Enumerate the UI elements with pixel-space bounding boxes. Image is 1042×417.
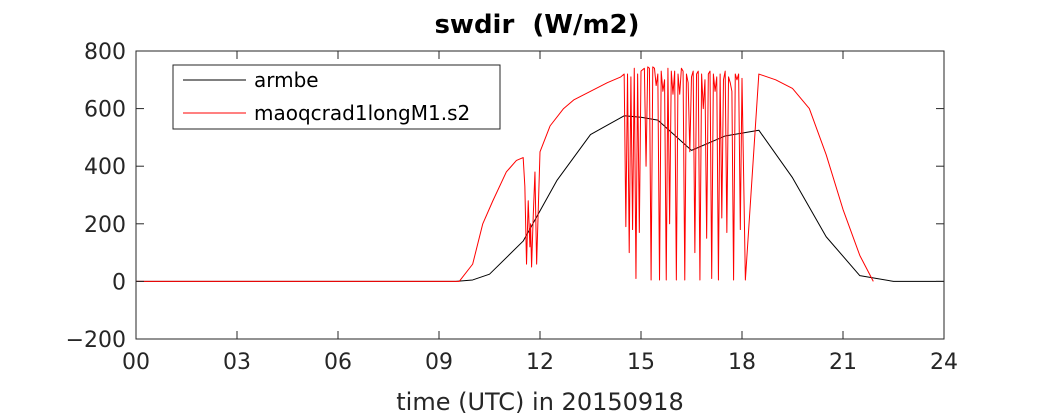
x-tick-label: 12: [526, 350, 554, 375]
x-tick-label: 00: [122, 350, 150, 375]
y-tick-label: 800: [84, 40, 126, 65]
tick-layer: 00 03 06 09 12 15 18 21 24 −200 0 200 400 600 800: [66, 40, 958, 375]
x-tick-label: 21: [829, 350, 857, 375]
y-tick-label: 400: [84, 155, 126, 180]
x-tick-label: 18: [728, 350, 756, 375]
y-tick-label: 200: [84, 213, 126, 238]
series-line-1: [136, 66, 874, 282]
legend-box: [172, 64, 501, 130]
x-axis-label: time (UTC) in 20150918: [396, 388, 683, 416]
x-tick-label: 24: [930, 350, 958, 375]
y-tick-label: −200: [66, 328, 126, 353]
y-tick-label: 600: [84, 98, 126, 123]
x-tick-label: 09: [425, 350, 453, 375]
chart-title: swdir (W/m2): [434, 10, 639, 40]
legend-label-armbe: armbe: [254, 68, 319, 92]
x-tick-label: 15: [627, 350, 655, 375]
legend: armbe maoqcrad1longM1.s2: [172, 64, 501, 130]
y-tick-label: 0: [112, 270, 126, 295]
legend-label-maoqcrad1longM1-s2: maoqcrad1longM1.s2: [254, 101, 470, 125]
x-tick-label: 06: [324, 350, 352, 375]
series-layer: [136, 66, 944, 282]
x-tick-label: 03: [223, 350, 251, 375]
